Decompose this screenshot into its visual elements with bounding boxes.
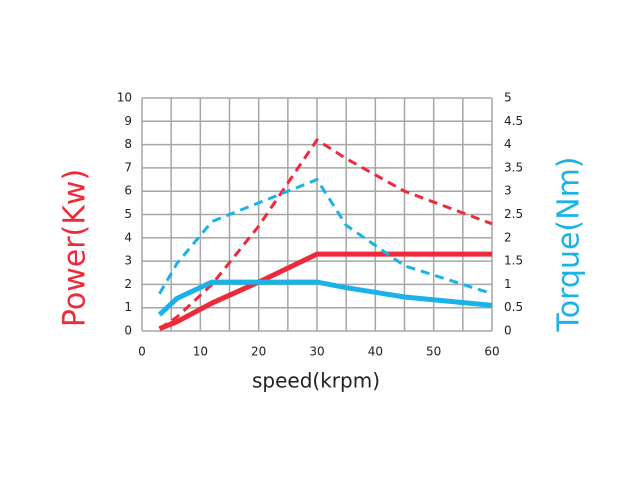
x-tick-label: 20 bbox=[251, 345, 266, 359]
y2-tick-label: 0.5 bbox=[504, 300, 523, 314]
y2-tick-label: 3 bbox=[504, 184, 512, 198]
y2-tick-label: 1.5 bbox=[504, 254, 523, 268]
y-tick-label: 10 bbox=[117, 91, 132, 105]
y-tick-label: 4 bbox=[124, 230, 132, 244]
y2-tick-label: 1 bbox=[504, 277, 512, 291]
y2-tick-label: 2 bbox=[504, 230, 512, 244]
y2-tick-label: 4.5 bbox=[504, 114, 523, 128]
x-tick-label: 50 bbox=[426, 345, 441, 359]
y-tick-label: 7 bbox=[124, 160, 132, 174]
x-tick-label: 0 bbox=[138, 345, 146, 359]
x-tick-label: 10 bbox=[193, 345, 208, 359]
x-tick-label: 60 bbox=[484, 345, 499, 359]
y2-axis-label: Torque(Nm) bbox=[552, 157, 587, 333]
y-tick-label: 8 bbox=[124, 137, 132, 151]
y2-tick-label: 5 bbox=[504, 91, 512, 105]
series-line bbox=[158, 251, 492, 331]
y-tick-label: 6 bbox=[124, 184, 132, 198]
y-tick-label: 2 bbox=[124, 277, 132, 291]
x-axis-label: speed(krpm) bbox=[252, 369, 380, 393]
y-tick-label: 9 bbox=[124, 114, 132, 128]
y-tick-label: 3 bbox=[124, 254, 132, 268]
y2-tick-label: 2.5 bbox=[504, 207, 523, 221]
y-tick-label: 5 bbox=[124, 207, 132, 221]
y-tick-label: 0 bbox=[124, 324, 132, 338]
series-line bbox=[158, 138, 493, 330]
y2-tick-label: 0 bbox=[504, 324, 512, 338]
x-tick-label: 40 bbox=[368, 345, 383, 359]
y2-tick-label: 3.5 bbox=[504, 160, 523, 174]
y-axis-label: Power(Kw) bbox=[58, 169, 93, 327]
x-tick-label: 30 bbox=[309, 345, 324, 359]
y-tick-label: 1 bbox=[124, 300, 132, 314]
series-line bbox=[157, 279, 493, 317]
series-line bbox=[158, 178, 493, 296]
y2-tick-label: 4 bbox=[504, 137, 512, 151]
